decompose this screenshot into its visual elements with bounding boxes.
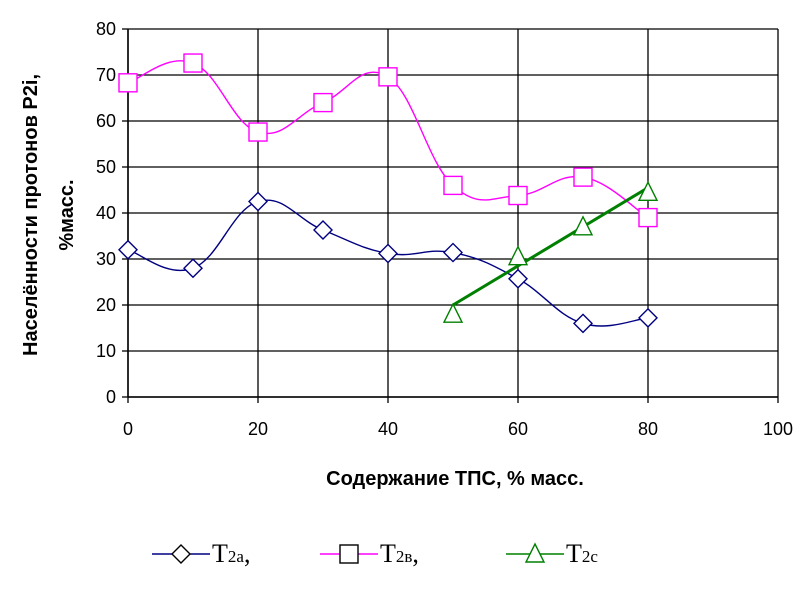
y-tick-label: 20 xyxy=(96,295,116,315)
square-marker xyxy=(183,53,203,73)
legend-item: T2с xyxy=(506,539,598,568)
y-tick-label: 0 xyxy=(106,387,116,407)
x-tick-label: 100 xyxy=(763,419,793,439)
y-tick-label: 30 xyxy=(96,249,116,269)
series xyxy=(118,53,659,334)
y-tick-label: 10 xyxy=(96,341,116,361)
square-marker xyxy=(638,207,658,228)
legend-diamond-marker xyxy=(171,544,191,564)
diamond-marker xyxy=(313,220,333,241)
axes xyxy=(122,28,779,403)
series-diamond xyxy=(118,191,658,334)
triangle-marker xyxy=(572,215,594,236)
diamond-marker xyxy=(508,268,528,289)
legend-label: T2а, xyxy=(212,539,250,568)
legend-square-marker xyxy=(339,544,359,564)
grid xyxy=(127,28,779,398)
square-marker xyxy=(378,67,398,87)
y-tick-labels: 0 10 20 30 40 50 60 70 80 xyxy=(96,19,116,407)
triangle-marker xyxy=(442,302,464,323)
y-tick-label: 80 xyxy=(96,19,116,39)
triangle-marker xyxy=(507,245,529,266)
legend-item: T2а, xyxy=(152,539,250,568)
square-marker xyxy=(508,185,528,206)
diamond-marker xyxy=(248,191,268,212)
x-tick-label: 60 xyxy=(508,419,528,439)
x-axis-title: Содержание ТПС, % масс. xyxy=(326,468,584,490)
y-tick-label: 40 xyxy=(96,203,116,223)
diamond-marker xyxy=(443,242,463,263)
triangle-marker xyxy=(637,180,659,202)
y-tick-label: 70 xyxy=(96,65,116,85)
x-tick-label: 0 xyxy=(123,419,133,439)
x-tick-label: 80 xyxy=(638,419,658,439)
square-marker xyxy=(248,122,268,142)
x-tick-labels: 0 20 40 60 80 100 xyxy=(123,419,793,439)
diamond-marker xyxy=(573,313,593,334)
legend: T2а, T2в, T2с xyxy=(152,539,598,568)
y-axis-title-line1: Населённости протонов P2i, xyxy=(20,74,42,356)
y-axis-title-line2: %масс. xyxy=(56,179,78,250)
diamond-marker xyxy=(638,307,658,328)
square-marker xyxy=(313,92,333,113)
series-triangle xyxy=(442,180,659,323)
square-marker xyxy=(443,175,463,196)
legend-label: T2с xyxy=(566,539,598,568)
legend-triangle-marker xyxy=(524,542,546,563)
y-tick-label: 50 xyxy=(96,157,116,177)
diamond-marker xyxy=(118,239,138,260)
square-marker xyxy=(573,167,593,187)
x-tick-label: 40 xyxy=(378,419,398,439)
x-tick-label: 20 xyxy=(248,419,268,439)
trendline xyxy=(452,186,649,307)
diamond-marker xyxy=(378,243,398,264)
series-square xyxy=(118,53,658,228)
legend-item: T2в, xyxy=(320,539,419,568)
y-tick-label: 60 xyxy=(96,111,116,131)
legend-label: T2в, xyxy=(380,539,419,568)
square-marker xyxy=(118,73,138,93)
diamond-marker xyxy=(183,258,203,279)
